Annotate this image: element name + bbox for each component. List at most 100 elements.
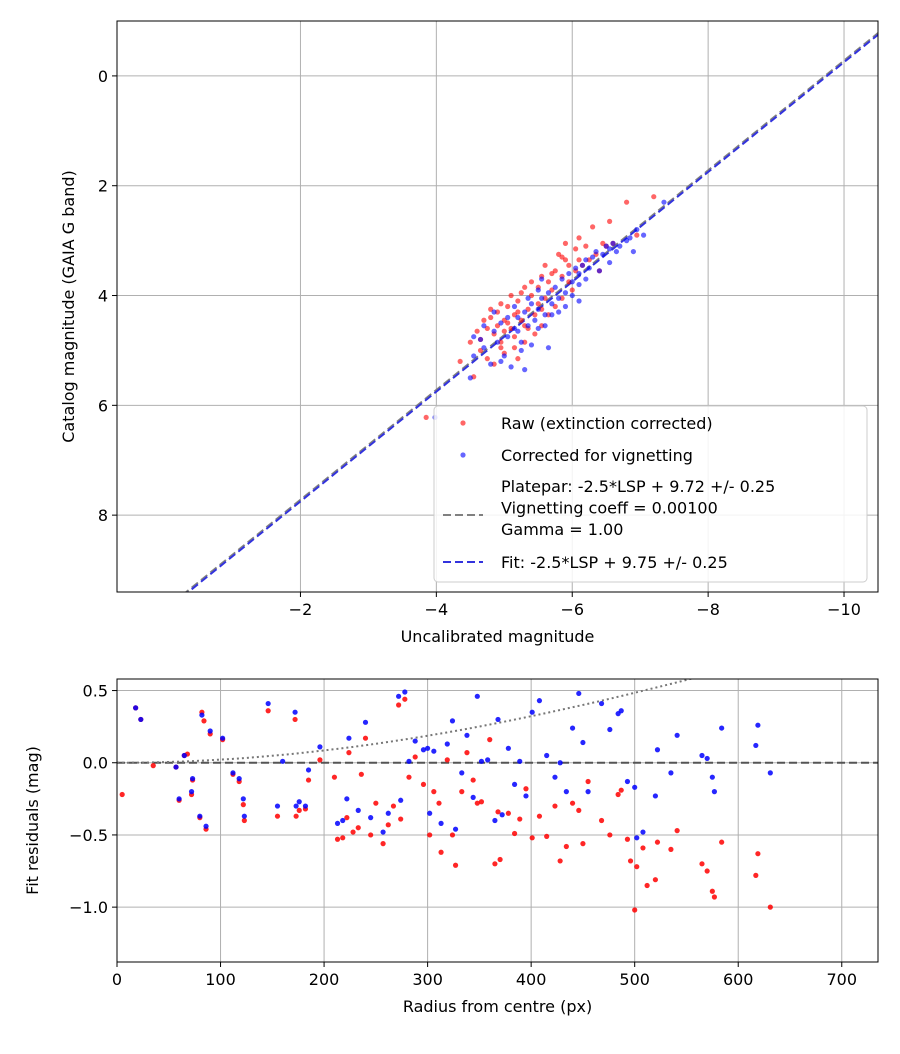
data-point xyxy=(431,789,437,795)
data-point xyxy=(505,334,511,340)
legend-label: Corrected for vignetting xyxy=(501,446,693,465)
data-point xyxy=(668,770,674,776)
data-point xyxy=(535,325,541,332)
legend-box xyxy=(433,405,868,583)
y-tick-label: 2 xyxy=(98,177,108,196)
data-point xyxy=(528,301,535,307)
data-point xyxy=(668,846,674,852)
data-point xyxy=(240,796,246,802)
data-point xyxy=(753,742,759,749)
data-point xyxy=(600,251,606,257)
data-point xyxy=(467,339,473,345)
data-point xyxy=(559,276,565,282)
data-point xyxy=(576,298,582,304)
data-point xyxy=(138,716,144,723)
data-point xyxy=(607,218,613,224)
data-point xyxy=(355,825,361,831)
data-point xyxy=(305,777,312,783)
y-axis-label: Catalog magnitude (GAIA G band) xyxy=(59,170,78,442)
data-point xyxy=(385,822,391,828)
data-point xyxy=(197,813,203,819)
data-point xyxy=(569,800,576,806)
data-point xyxy=(464,750,470,756)
x-tick-label: 700 xyxy=(826,970,857,989)
series-line-3 xyxy=(186,33,878,592)
data-point xyxy=(518,339,524,345)
data-point xyxy=(340,835,346,841)
data-point xyxy=(632,784,638,790)
data-point xyxy=(539,276,545,282)
data-point xyxy=(505,810,511,816)
data-point xyxy=(596,268,603,274)
data-point xyxy=(474,693,480,699)
data-point xyxy=(556,295,562,301)
data-point xyxy=(508,292,514,299)
data-point xyxy=(654,839,661,845)
data-point xyxy=(368,832,374,838)
bottom-panel: 0 100 200 300 400 500 600 700 0.5 0.0 −0.5 −1.0 Radi… xyxy=(23,678,879,1016)
data-point xyxy=(535,306,541,312)
data-point xyxy=(585,789,591,795)
data-point xyxy=(580,739,586,746)
data-point xyxy=(562,303,569,310)
vignetting-curve xyxy=(117,679,695,764)
data-point xyxy=(344,796,350,802)
data-point xyxy=(438,849,444,855)
data-point xyxy=(398,797,404,803)
x-tick-label: −10 xyxy=(827,600,861,619)
data-point xyxy=(420,747,427,753)
data-point xyxy=(150,763,156,769)
data-point xyxy=(495,809,501,815)
x-tick-label: 600 xyxy=(723,970,754,989)
data-point xyxy=(444,741,450,747)
y-tick-label: −0.5 xyxy=(69,826,108,845)
data-point xyxy=(559,254,565,260)
data-point xyxy=(518,290,524,296)
data-point xyxy=(576,807,582,813)
data-point xyxy=(492,861,498,867)
data-point xyxy=(652,793,658,799)
data-point xyxy=(580,841,586,847)
data-point xyxy=(719,839,725,845)
data-point xyxy=(444,757,450,763)
data-point xyxy=(133,705,139,711)
legend-marker xyxy=(460,452,466,458)
data-point xyxy=(515,298,521,304)
data-point xyxy=(508,364,514,370)
data-point xyxy=(396,693,402,699)
data-point xyxy=(557,760,563,766)
data-point xyxy=(505,745,511,751)
data-point xyxy=(427,810,433,816)
data-point xyxy=(494,339,501,345)
data-point xyxy=(467,375,473,381)
data-point xyxy=(497,856,503,863)
data-point xyxy=(719,725,725,731)
data-point xyxy=(518,347,524,354)
data-point xyxy=(607,832,613,838)
data-point xyxy=(474,800,480,806)
data-point xyxy=(485,757,491,763)
x-tick-label: −4 xyxy=(425,600,449,619)
data-point xyxy=(576,690,582,697)
data-point xyxy=(566,270,572,277)
data-point xyxy=(390,803,397,809)
data-point xyxy=(528,279,535,285)
data-point xyxy=(181,752,187,759)
data-point xyxy=(484,356,490,362)
data-point xyxy=(478,758,485,764)
y-tick-label: 0.0 xyxy=(83,754,108,773)
data-point xyxy=(573,246,579,252)
y-tick-label: 0 xyxy=(98,67,108,86)
data-point xyxy=(590,254,596,260)
data-point xyxy=(173,764,179,770)
data-point xyxy=(292,716,298,723)
data-point xyxy=(576,270,582,277)
series-line-2 xyxy=(184,32,878,592)
data-point xyxy=(542,312,548,318)
data-point xyxy=(586,265,592,271)
data-point xyxy=(640,829,646,835)
data-point xyxy=(346,750,352,756)
data-point xyxy=(699,861,705,867)
y-axis-label: Fit residuals (mag) xyxy=(23,746,42,895)
data-point xyxy=(536,813,543,819)
